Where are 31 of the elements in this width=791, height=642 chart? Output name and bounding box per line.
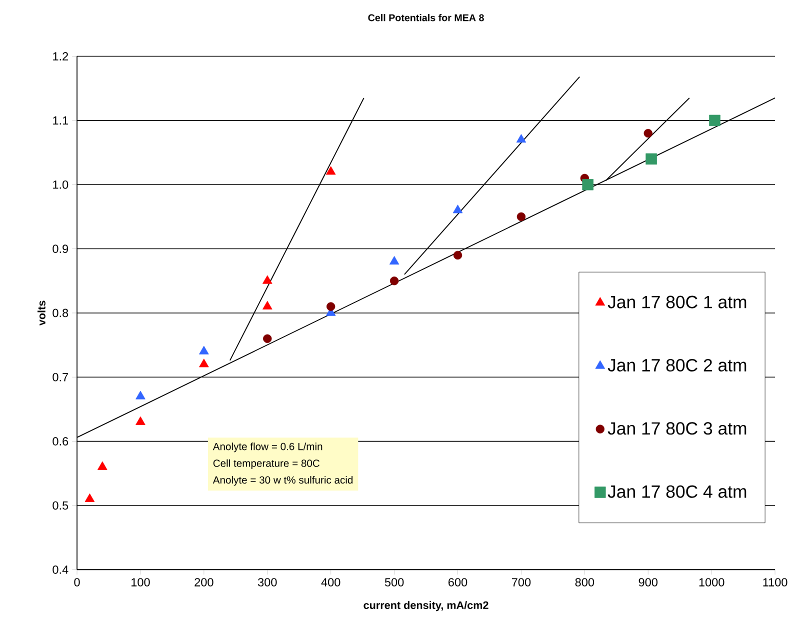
- legend-label: Jan 17 80C 1 atm: [608, 296, 746, 308]
- chart-title: Cell Potentials for MEA 8: [368, 14, 484, 22]
- y-tick-label: 0.5: [52, 501, 68, 510]
- x-tick-label: 900: [638, 578, 658, 587]
- legend-label: Jan 17 80C 4 atm: [608, 485, 746, 498]
- y-tick-label: 0.9: [52, 244, 68, 254]
- x-tick-label: 1100: [763, 578, 788, 587]
- x-tick-label: 1000: [699, 578, 724, 587]
- y-axis-title: volts: [38, 300, 46, 326]
- x-tick-label: 200: [194, 578, 214, 587]
- legend-label: Jan 17 80C 2 atm: [608, 359, 746, 372]
- annotation: Anolyte flow = 0.6 L/min: [212, 442, 322, 452]
- y-tick-label: 0.7: [52, 373, 68, 382]
- x-tick-label: 600: [448, 578, 468, 587]
- x-tick-label: 100: [132, 578, 150, 587]
- x-tick-label: 800: [575, 578, 594, 587]
- annotation: Cell temperature = 80C: [213, 459, 320, 470]
- y-tick-label: 0.8: [52, 308, 68, 318]
- y-tick-label: 0.6: [52, 437, 68, 446]
- annotation: Anolyte = 30 w t% sulfuric acid: [212, 476, 353, 486]
- x-tick-label: 300: [258, 578, 277, 587]
- x-tick-label: 0: [74, 578, 80, 587]
- y-tick-label: 1.0: [53, 180, 68, 189]
- legend-label: Jan 17 80C 3 atm: [608, 422, 746, 435]
- y-tick-label: 1.2: [53, 52, 68, 61]
- y-tick-label: 1.1: [53, 116, 68, 125]
- x-tick-label: 700: [512, 578, 531, 587]
- x-tick-label: 500: [384, 578, 404, 587]
- x-tick-label: 400: [321, 578, 340, 587]
- y-tick-label: 0.4: [52, 566, 68, 574]
- x-axis-title: current density, mA/cm2: [364, 601, 488, 612]
